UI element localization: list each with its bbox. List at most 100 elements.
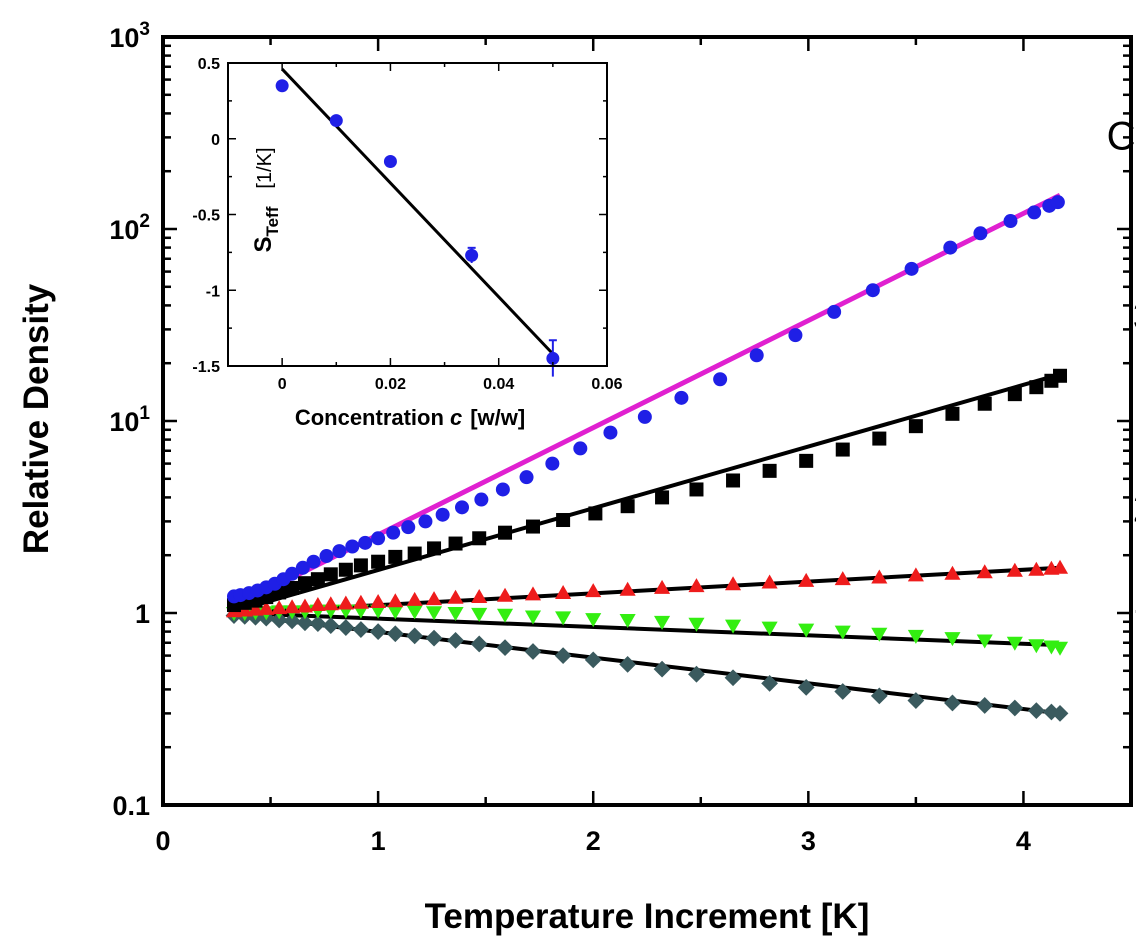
inset-data-point xyxy=(329,114,343,128)
data-point xyxy=(907,629,924,644)
inset-data-point xyxy=(546,351,560,365)
data-point xyxy=(1051,641,1069,656)
inset-data-points xyxy=(275,79,560,377)
data-point xyxy=(496,639,514,657)
data-point xyxy=(1003,214,1018,229)
data-point xyxy=(519,470,534,485)
data-point xyxy=(1027,205,1042,220)
data-point xyxy=(872,431,887,446)
data-point xyxy=(619,655,637,673)
data-point xyxy=(907,692,925,709)
data-point xyxy=(585,613,602,628)
data-point xyxy=(337,595,354,610)
data-point xyxy=(332,544,347,559)
data-point xyxy=(827,304,842,319)
series-label: 1.0% xyxy=(1133,578,1136,622)
fit-line xyxy=(233,611,1061,648)
data-point xyxy=(908,419,923,434)
data-point xyxy=(944,565,961,580)
inset-x-tick-label: 0.04 xyxy=(483,376,514,393)
data-point xyxy=(495,482,510,497)
data-point xyxy=(689,482,704,497)
data-point xyxy=(797,678,815,696)
data-point xyxy=(976,564,993,579)
inset-ticks xyxy=(227,62,608,367)
data-point xyxy=(713,372,728,387)
main-ticks xyxy=(161,37,1133,807)
data-point xyxy=(322,596,339,611)
data-point xyxy=(870,687,888,705)
data-point xyxy=(309,615,327,633)
data-point xyxy=(724,619,742,634)
data-point xyxy=(724,576,742,591)
data-point xyxy=(474,492,489,507)
series-label: 2.0% xyxy=(1133,486,1136,530)
data-point xyxy=(358,535,373,550)
data-point xyxy=(387,605,404,620)
data-point xyxy=(871,627,888,642)
inset-y-tick-label: -1.5 xyxy=(192,359,220,376)
data-point xyxy=(371,554,386,569)
data-point xyxy=(524,610,542,625)
data-point xyxy=(834,683,852,700)
y-tick-label: 102 xyxy=(109,211,150,245)
data-point xyxy=(425,629,443,647)
inset-background xyxy=(228,63,607,366)
data-point xyxy=(247,601,264,616)
inset-data-point xyxy=(465,248,479,262)
data-point xyxy=(447,631,464,649)
data-point xyxy=(271,600,288,615)
data-point xyxy=(619,614,636,629)
data-point xyxy=(1051,704,1069,722)
data-point xyxy=(1051,559,1069,574)
x-tick-label: 1 xyxy=(371,826,386,856)
inset-y-tick-label: 0 xyxy=(211,132,220,149)
data-point xyxy=(447,607,464,622)
data-point xyxy=(688,617,705,632)
data-point xyxy=(387,593,404,608)
data-point xyxy=(498,525,513,540)
data-point xyxy=(370,594,387,609)
data-point xyxy=(944,694,961,712)
data-point xyxy=(524,643,542,660)
data-point xyxy=(471,589,488,604)
data-point xyxy=(799,453,814,468)
data-point xyxy=(654,579,671,594)
inset-x-axis-title: Concentration c [w/w] xyxy=(295,405,525,430)
data-point xyxy=(944,632,961,647)
data-point xyxy=(619,581,636,596)
inset-y-tick-label: -1 xyxy=(206,283,220,300)
data-point xyxy=(352,621,370,638)
data-point xyxy=(674,390,689,405)
data-point xyxy=(283,612,301,630)
data-point xyxy=(470,635,488,653)
data-point xyxy=(1053,368,1068,383)
x-tick-label: 4 xyxy=(1016,826,1031,856)
data-point xyxy=(976,634,993,649)
data-point xyxy=(323,567,338,582)
data-point xyxy=(588,506,603,521)
data-point xyxy=(322,617,340,634)
data-point xyxy=(1028,639,1045,654)
data-point xyxy=(369,623,387,641)
series-label: C=5.0% xyxy=(1107,114,1136,158)
data-point xyxy=(296,598,314,613)
inset-x-tick-labels: 0 0.02 0.04 0.06 xyxy=(278,376,623,393)
data-point xyxy=(724,669,742,687)
data-point xyxy=(637,409,652,424)
data-point xyxy=(726,473,741,488)
fit-line xyxy=(233,372,1061,614)
data-point xyxy=(973,226,988,241)
data-point xyxy=(471,607,488,622)
inset-plot: 0 0.02 0.04 0.06 -1.5 -1 -0.5 0 0.5 Concentrati… xyxy=(192,56,622,430)
data-point xyxy=(688,578,705,593)
data-point xyxy=(435,507,450,522)
data-point xyxy=(871,569,888,584)
data-point xyxy=(834,625,851,640)
data-point xyxy=(297,576,312,591)
inset-y-axis-title: STeff[1/K] xyxy=(250,147,282,252)
series-labels: 0%1.0%2.0%3.5%C=5.0% xyxy=(1107,114,1136,622)
data-point xyxy=(688,665,705,683)
data-point xyxy=(427,541,442,556)
inset-y-tick-label: 0.5 xyxy=(198,56,220,73)
